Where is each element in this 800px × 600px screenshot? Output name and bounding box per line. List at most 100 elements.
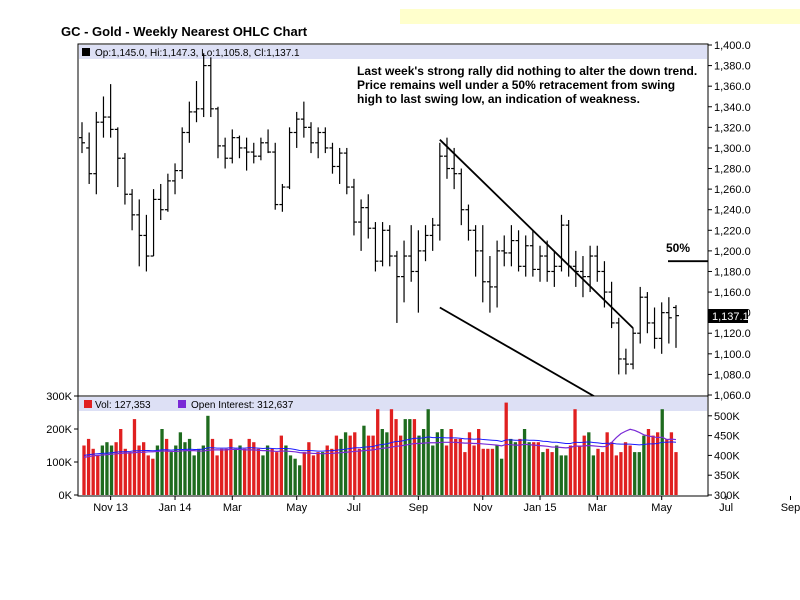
- ohlc-bar: [429, 217, 436, 251]
- annotation-line-2: Price remains well under a 50% retraceme…: [357, 78, 675, 92]
- ohlc-bar: [472, 225, 479, 277]
- volume-bar: [220, 448, 224, 495]
- ohlc-bar: [587, 245, 594, 293]
- volume-bar: [403, 419, 407, 495]
- y-tick-label: 1,340.0: [714, 102, 751, 114]
- volume-bar: [472, 445, 476, 495]
- volume-bar: [555, 445, 559, 495]
- volume-bar: [665, 438, 669, 495]
- volume-bar: [600, 452, 605, 495]
- ohlc-bar: [551, 250, 558, 287]
- vol-y-tick-label: 200K: [46, 424, 72, 436]
- volume-bar: [311, 455, 316, 495]
- volume-bar: [559, 455, 563, 495]
- volume-y-axis-right: 500K 450K 400K 350K 300K: [708, 411, 740, 502]
- oi-legend: Open Interest: 312,637: [191, 400, 294, 411]
- volume-bar: [458, 438, 462, 495]
- volume-bar: [646, 429, 651, 495]
- ohlc-bar: [529, 230, 536, 277]
- x-tick-label: Jan 14: [159, 502, 192, 514]
- volume-legend-bar: [79, 397, 707, 411]
- y-tick-label: 1,300.0: [714, 143, 751, 155]
- oi-y-tick-label: 350K: [714, 470, 740, 482]
- ohlc-bar: [222, 137, 229, 169]
- ohlc-bar: [458, 168, 465, 226]
- volume-bar: [481, 448, 485, 495]
- ohlc-bar: [537, 245, 544, 282]
- annotation: Last week's strong rally did nothing to …: [357, 64, 697, 106]
- ohlc-bar: [179, 127, 186, 179]
- volume-bar: [298, 465, 302, 495]
- volume-bar: [486, 448, 490, 495]
- ohlc-bar: [114, 127, 121, 188]
- volume-bar: [100, 445, 105, 495]
- volume-bar: [293, 458, 297, 495]
- volume-bar: [160, 429, 164, 495]
- volume-bar: [119, 429, 123, 495]
- y-tick-label: 1,380.0: [714, 61, 751, 73]
- volume-bar: [187, 438, 192, 495]
- volume-bar: [105, 442, 109, 495]
- ohlc-bar: [651, 307, 658, 349]
- volume-bar: [330, 448, 334, 495]
- price-legend-bar: [79, 45, 707, 59]
- ohlc-bar: [486, 256, 493, 313]
- vol-y-tick-label: 0K: [59, 490, 73, 502]
- volume-bar: [320, 452, 325, 495]
- volume-legend: Vol: 127,353: [95, 400, 151, 411]
- volume-legend-swatch: [84, 400, 92, 408]
- volume-bar: [238, 445, 242, 495]
- volume-bar: [591, 455, 596, 495]
- ohlc-bar: [544, 240, 551, 282]
- volume-bar: [440, 429, 444, 495]
- ohlc-bar: [501, 235, 508, 267]
- ohlc-bar: [637, 286, 644, 344]
- ohlc-bar: [129, 189, 136, 231]
- volume-bar: [573, 409, 577, 495]
- ohlc-bar: [408, 225, 415, 282]
- x-tick-label: Sep: [409, 502, 429, 514]
- volume-bar: [633, 452, 637, 495]
- volume-bar: [610, 442, 614, 495]
- volume-bar: [421, 429, 426, 495]
- vol-y-tick-label: 300K: [46, 391, 72, 403]
- ohlc-bar: [315, 127, 322, 159]
- ohlc-bar: [644, 292, 651, 334]
- volume-bar: [499, 458, 504, 495]
- oi-y-tick-label: 500K: [714, 411, 740, 423]
- volume-bar: [398, 435, 403, 495]
- ohlc-bar: [558, 214, 565, 272]
- ohlc-bar: [164, 173, 171, 212]
- ohlc-bar: [107, 84, 114, 138]
- volume-bar: [142, 442, 146, 495]
- price-legend: Op:1,145.0, Hi:1,147.3, Lo:1,105.8, Cl:1…: [95, 48, 300, 59]
- volume-bar: [109, 445, 114, 495]
- y-tick-label: 1,180.0: [714, 266, 751, 278]
- volume-bar: [582, 435, 586, 495]
- volume-bar: [509, 438, 513, 495]
- ohlc-bar: [443, 137, 450, 179]
- y-tick-label: 1,160.0: [714, 287, 751, 299]
- volume-bar: [536, 442, 540, 495]
- volume-bar: [426, 409, 430, 495]
- x-tick-label: Mar: [588, 502, 607, 514]
- volume-series: [82, 402, 678, 495]
- oi-y-tick-label: 450K: [714, 431, 740, 443]
- y-tick-label: 1,260.0: [714, 184, 751, 196]
- ohlc-bar: [572, 250, 579, 287]
- vol-y-tick-label: 100K: [46, 457, 72, 469]
- ohlc-bar: [508, 225, 515, 267]
- price-panel: [77, 43, 709, 397]
- volume-bar: [174, 445, 178, 495]
- volume-bar: [366, 435, 371, 495]
- volume-bar: [86, 438, 91, 495]
- volume-bar: [91, 448, 95, 495]
- volume-bar: [265, 445, 270, 495]
- x-tick-label: Jul: [347, 502, 361, 514]
- volume-bar: [302, 452, 306, 495]
- volume-bar: [532, 442, 536, 495]
- ohlc-bar: [465, 204, 472, 241]
- volume-bar: [454, 438, 458, 495]
- volume-bar: [353, 432, 357, 495]
